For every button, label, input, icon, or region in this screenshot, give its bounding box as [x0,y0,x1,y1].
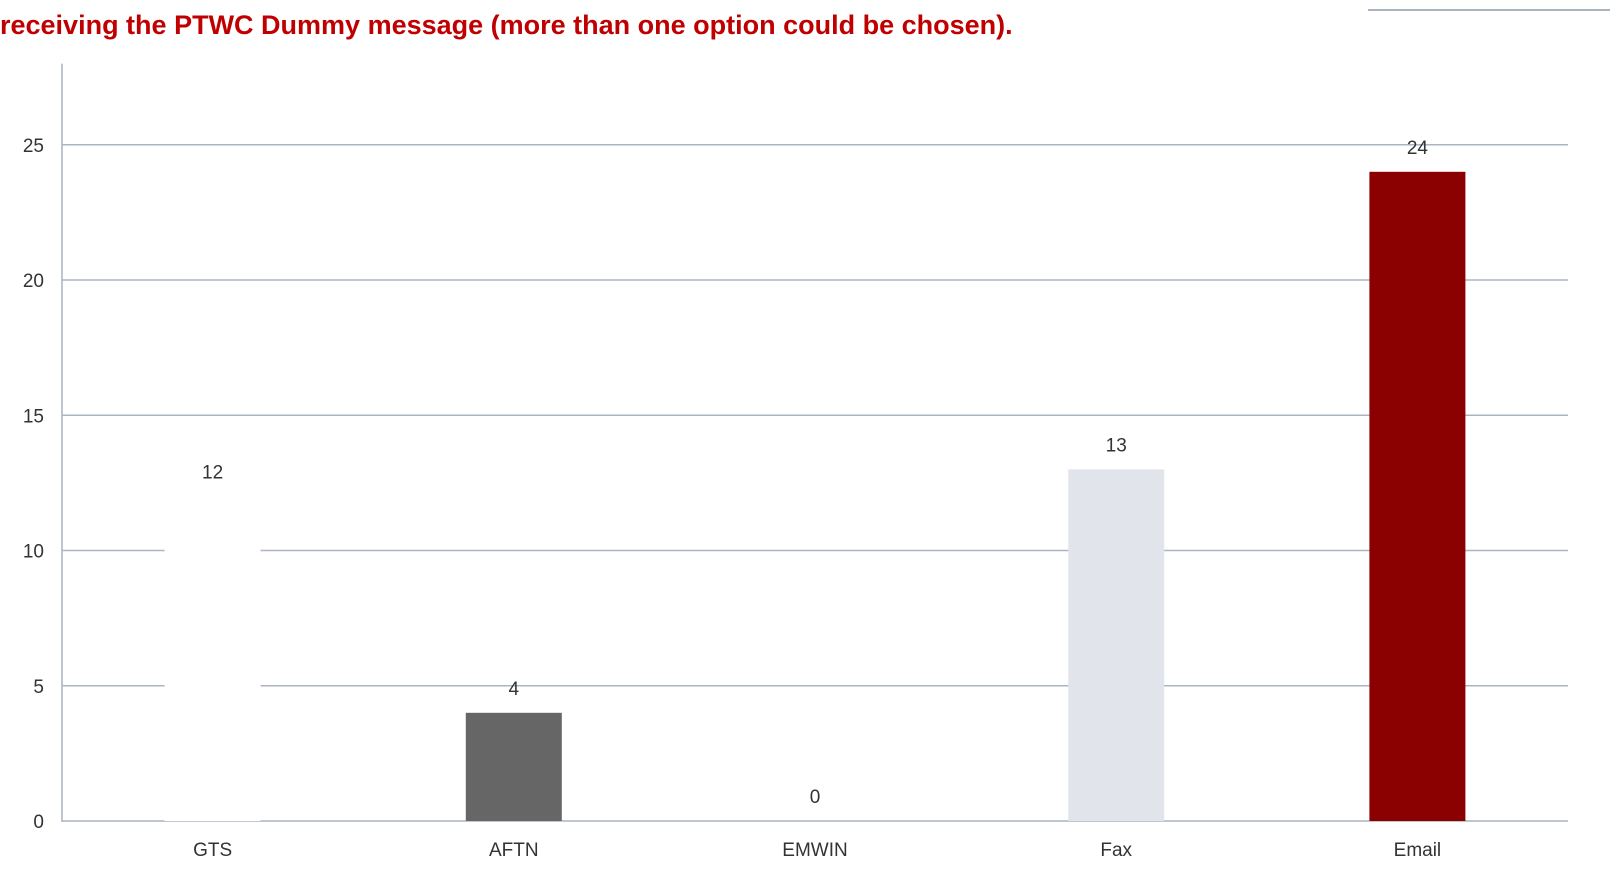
y-tick-label-5: 5 [33,677,44,698]
bar-aftn [465,712,562,821]
x-tick-label-emwin: EMWIN [782,840,847,861]
y-tick-label-25: 25 [23,136,44,157]
y-tick-label-15: 15 [23,406,44,427]
x-tick-label-aftn: AFTN [489,840,539,861]
bar-layer [164,171,1466,822]
x-tick-label-gts: GTS [193,840,232,861]
y-tick-label-10: 10 [23,542,44,563]
label-layer: 0 5 10 15 20 25 12 GTS 4 AFTN 0 EMWIN 13 Fax 24 Email [23,136,1441,861]
bar-email [1369,171,1466,822]
data-label-aftn: 4 [509,679,520,700]
y-tick-label-20: 20 [23,271,44,292]
y-tick-label-0: 0 [33,812,44,833]
chart-title: receiving the PTWC Dummy message (more t… [0,10,1013,40]
data-label-emwin: 0 [810,787,821,808]
bar-gts [164,496,261,821]
data-label-gts: 12 [202,462,223,483]
bar-fax [1068,469,1165,821]
corner-rule [1368,9,1610,11]
grid-layer [61,63,1568,822]
x-tick-label-email: Email [1394,840,1442,861]
data-label-fax: 13 [1106,435,1127,456]
data-label-email: 24 [1407,138,1429,159]
x-tick-label-fax: Fax [1100,840,1132,861]
